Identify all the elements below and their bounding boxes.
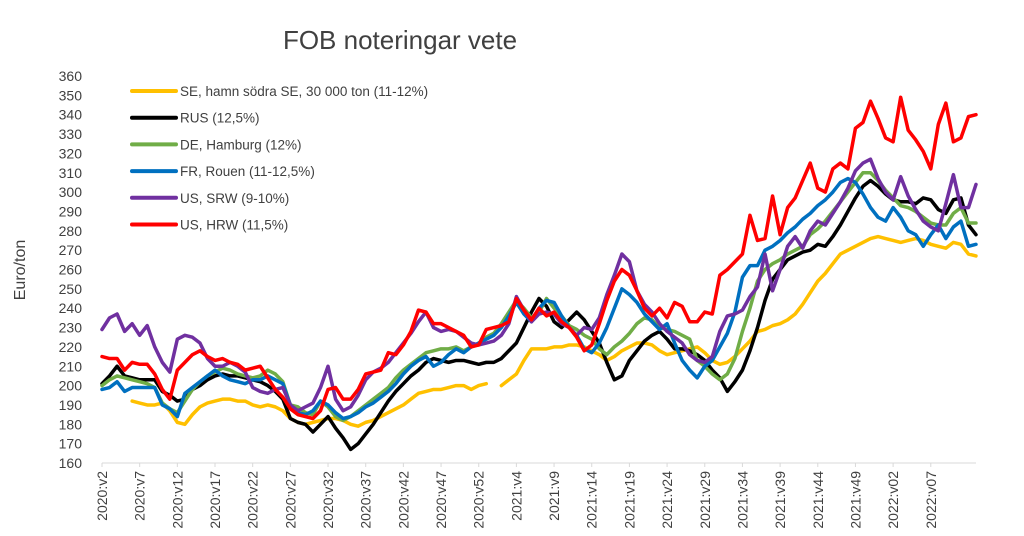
x-tick-label: 2020:v52: [471, 471, 487, 529]
series-line: [100, 95, 978, 421]
legend-label: US, SRW (9-10%): [180, 191, 289, 206]
y-tick-label: 240: [59, 300, 83, 316]
y-tick-label: 340: [59, 107, 83, 123]
x-tick-label: 2020:v32: [320, 471, 336, 529]
chart-title: FOB noteringar vete: [283, 25, 517, 55]
series-lines: [100, 95, 978, 452]
x-tick-label: 2021:v49: [847, 471, 863, 529]
legend-label: RUS (12,5%): [180, 111, 260, 126]
y-tick-label: 290: [59, 203, 83, 219]
x-tick-label: 2020:v2: [94, 471, 110, 521]
y-tick-label: 200: [59, 378, 83, 394]
series-line: [130, 234, 978, 428]
y-tick-label: 360: [59, 68, 83, 84]
x-tick-label: 2020:v47: [433, 471, 449, 529]
y-tick-label: 270: [59, 242, 83, 258]
y-tick-label: 300: [59, 184, 83, 200]
x-tick-label: 2021:v14: [584, 471, 600, 529]
x-tick-label: 2021:v39: [772, 471, 788, 529]
y-tick-label: 170: [59, 436, 83, 452]
y-tick-label: 220: [59, 339, 83, 355]
y-tick-label: 330: [59, 126, 83, 142]
y-tick-label: 210: [59, 358, 83, 374]
x-tick-label: 2021:v44: [810, 471, 826, 529]
y-tick-label: 160: [59, 455, 83, 471]
y-tick-label: 250: [59, 281, 83, 297]
x-tick-label: 2020:v37: [358, 471, 374, 529]
x-tick-label: 2021:v24: [659, 471, 675, 529]
x-tick-label: 2020:v22: [245, 471, 261, 529]
x-tick-label: 2021:v19: [621, 471, 637, 529]
y-tick-label: 310: [59, 165, 83, 181]
x-tick-label: 2020:v7: [132, 471, 148, 521]
y-tick-label: 350: [59, 87, 83, 103]
x-tick-label: 2021:v29: [697, 471, 713, 529]
x-tick-label: 2020:v27: [282, 471, 298, 529]
legend-label: US, HRW (11,5%): [180, 218, 288, 233]
x-tick-label: 2020:v12: [169, 471, 185, 529]
x-tick-label: 2022:v07: [923, 471, 939, 529]
y-axis-label: Euro/ton: [12, 240, 29, 300]
x-tick-label: 2021:v9: [546, 471, 562, 521]
legend-label: DE, Hamburg (12%): [180, 137, 302, 152]
series-line: [100, 171, 978, 423]
x-tick-label: 2022:v02: [885, 471, 901, 529]
x-axis: 2020:v2 2020:v7 2020:v12 2020:v17 2020:v22 20…: [94, 462, 976, 529]
legend-label: FR, Rouen (11-12,5%): [180, 164, 315, 179]
series-line: [100, 157, 978, 413]
x-tick-label: 2021:v34: [734, 471, 750, 529]
y-tick-label: 230: [59, 320, 83, 336]
y-tick-label: 180: [59, 416, 83, 432]
y-tick-label: 280: [59, 223, 83, 239]
y-tick-label: 260: [59, 262, 83, 278]
legend-label: SE, hamn södra SE, 30 000 ton (11-12%): [180, 84, 428, 99]
y-axis: 160 170 180 190 200 210 220 230 240 250 260 270 280 2…: [59, 68, 83, 471]
y-tick-label: 190: [59, 397, 83, 413]
legend: SE, hamn södra SE, 30 000 ton (11-12%) RU…: [130, 84, 428, 233]
x-tick-label: 2020:v42: [395, 471, 411, 529]
x-tick-label: 2020:v17: [207, 471, 223, 529]
y-tick-label: 320: [59, 145, 83, 161]
x-tick-label: 2021:v4: [508, 471, 524, 521]
